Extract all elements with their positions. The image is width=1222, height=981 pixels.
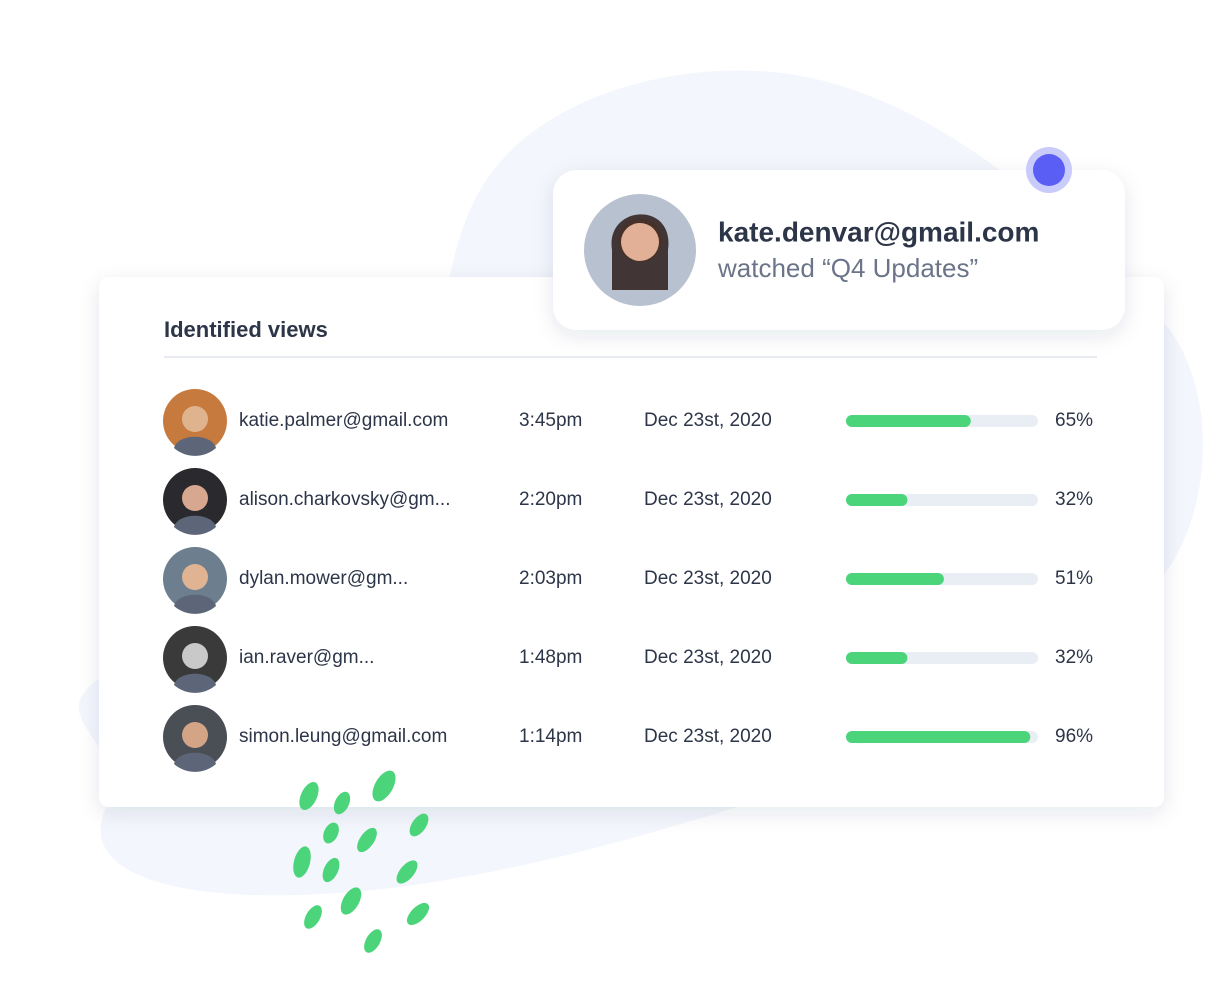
avatar-body: [174, 752, 216, 772]
avatar-body: [174, 436, 216, 456]
progress-label: 96%: [1055, 726, 1093, 747]
status-dot: [1033, 154, 1065, 186]
notification-email: kate.denvar@gmail.com: [718, 216, 1039, 247]
progress-bar: [846, 731, 1031, 743]
decoration: [293, 770, 430, 953]
table-title: Identified views: [164, 317, 328, 342]
row-email: alison.charkovsky@gm...: [239, 489, 450, 510]
row-email: katie.palmer@gmail.com: [239, 410, 448, 431]
avatar-body: [174, 515, 216, 535]
avatar-face: [621, 223, 659, 261]
row-email: ian.raver@gm...: [239, 647, 374, 668]
progress-bar: [846, 415, 971, 427]
row-date: Dec 23st, 2020: [644, 726, 772, 747]
avatar-body: [174, 594, 216, 614]
avatar-face: [182, 643, 208, 669]
row-date: Dec 23st, 2020: [644, 647, 772, 668]
row-date: Dec 23st, 2020: [644, 489, 772, 510]
progress-bar: [846, 652, 908, 664]
progress-label: 32%: [1055, 647, 1093, 668]
row-time: 2:20pm: [519, 489, 582, 510]
row-time: 1:48pm: [519, 647, 582, 668]
row-date: Dec 23st, 2020: [644, 410, 772, 431]
notification-message: watched “Q4 Updates”: [717, 253, 978, 283]
progress-label: 65%: [1055, 410, 1093, 431]
table-card: [99, 277, 1164, 807]
rows: katie.palmer@gmail.com 3:45pm Dec 23st, 20…: [163, 389, 1093, 772]
row-email: dylan.mower@gm...: [239, 568, 408, 589]
row-time: 3:45pm: [519, 410, 582, 431]
progress-bar: [846, 494, 908, 506]
row-time: 1:14pm: [519, 726, 582, 747]
progress-bar: [846, 573, 944, 585]
avatar-face: [182, 564, 208, 590]
avatar-body: [174, 673, 216, 693]
avatar-face: [182, 485, 208, 511]
row-email: simon.leung@gmail.com: [239, 726, 447, 747]
row-time: 2:03pm: [519, 568, 582, 589]
avatar-face: [182, 406, 208, 432]
progress-label: 32%: [1055, 489, 1093, 510]
notification-card: [553, 170, 1125, 330]
row-date: Dec 23st, 2020: [644, 568, 772, 589]
progress-label: 51%: [1055, 568, 1093, 589]
avatar-face: [182, 722, 208, 748]
